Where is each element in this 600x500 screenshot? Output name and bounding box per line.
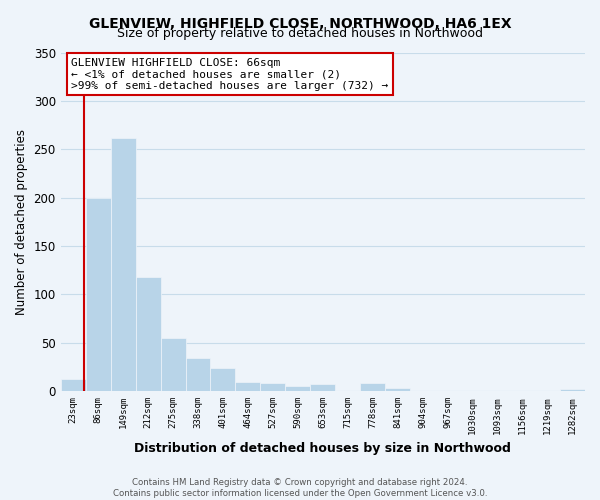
Bar — [110, 138, 136, 391]
Bar — [61, 378, 86, 391]
Bar — [310, 384, 335, 391]
Text: GLENVIEW, HIGHFIELD CLOSE, NORTHWOOD, HA6 1EX: GLENVIEW, HIGHFIELD CLOSE, NORTHWOOD, HA… — [89, 18, 511, 32]
Bar — [360, 384, 385, 391]
Bar — [161, 338, 185, 391]
Bar — [235, 382, 260, 391]
Text: GLENVIEW HIGHFIELD CLOSE: 66sqm
← <1% of detached houses are smaller (2)
>99% of: GLENVIEW HIGHFIELD CLOSE: 66sqm ← <1% of… — [71, 58, 388, 91]
Bar — [185, 358, 211, 391]
Text: Size of property relative to detached houses in Northwood: Size of property relative to detached ho… — [117, 28, 483, 40]
Bar — [560, 389, 585, 391]
Bar — [385, 388, 410, 391]
Bar — [260, 384, 286, 391]
Bar — [86, 198, 110, 391]
Bar — [286, 386, 310, 391]
Text: Contains HM Land Registry data © Crown copyright and database right 2024.
Contai: Contains HM Land Registry data © Crown c… — [113, 478, 487, 498]
Bar — [211, 368, 235, 391]
Y-axis label: Number of detached properties: Number of detached properties — [15, 129, 28, 315]
X-axis label: Distribution of detached houses by size in Northwood: Distribution of detached houses by size … — [134, 442, 511, 455]
Bar — [136, 277, 161, 391]
